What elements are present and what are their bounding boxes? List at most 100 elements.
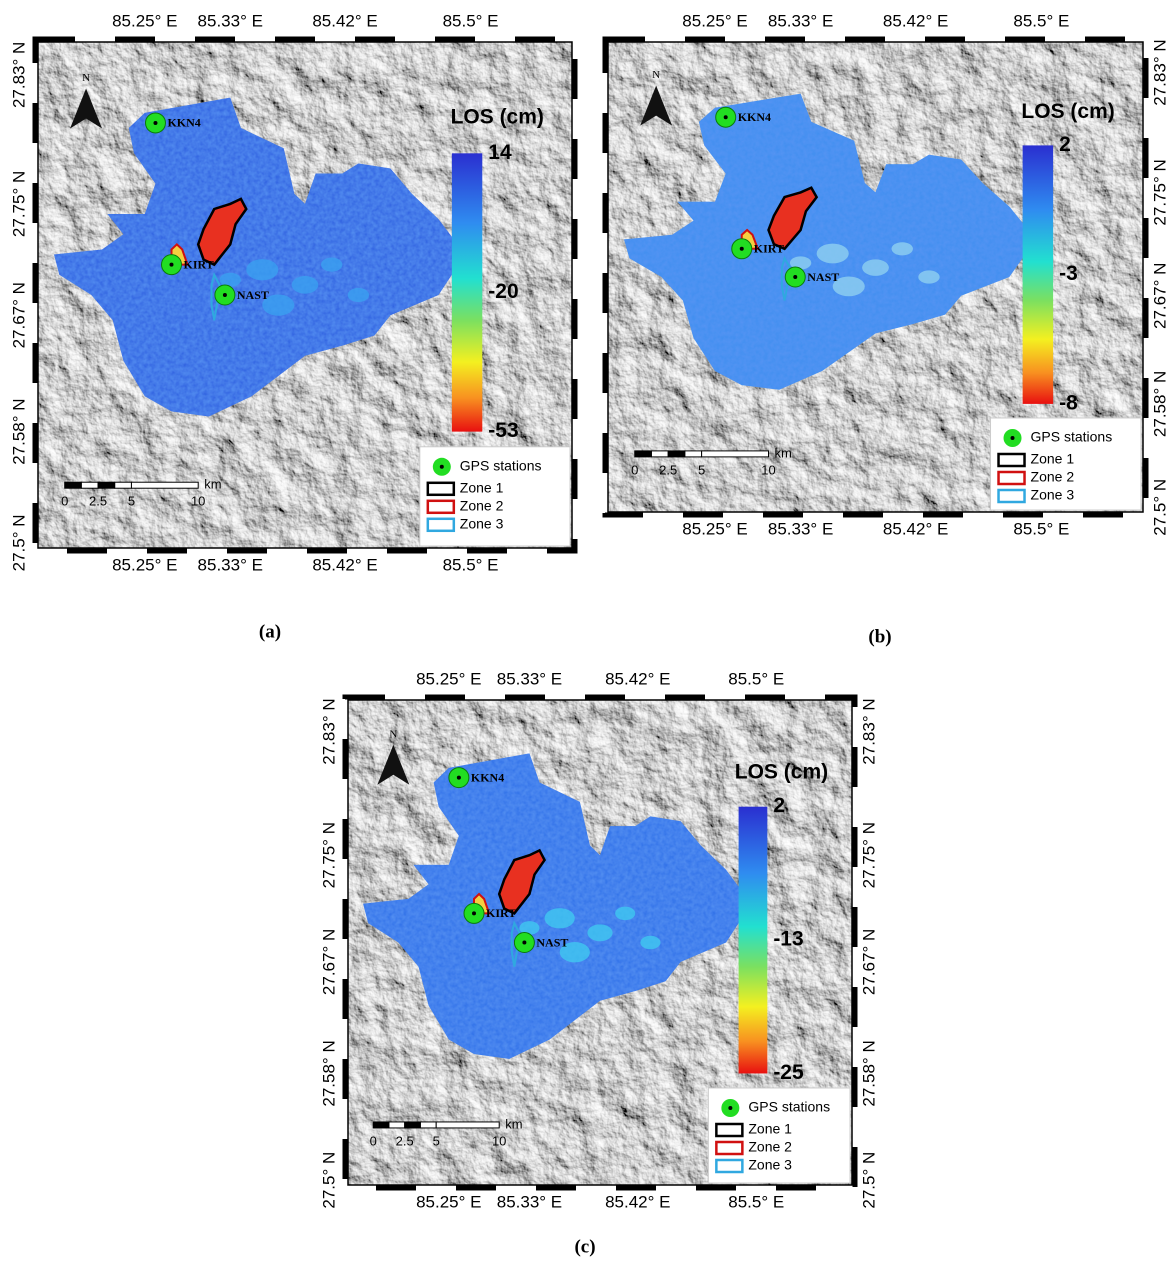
colorbar xyxy=(739,807,768,1074)
lon-label: 85.33° E xyxy=(198,555,263,574)
legend-label: Zone 3 xyxy=(748,1157,792,1173)
lat-label: 27.5° N xyxy=(319,1152,338,1209)
lat-label: 27.75° N xyxy=(319,822,338,888)
station-label: NAST xyxy=(807,270,839,284)
gps-dot xyxy=(740,247,744,251)
station-label: NAST xyxy=(536,935,568,949)
gps-dot xyxy=(457,776,461,780)
north-label: N xyxy=(389,728,397,740)
lon-label: 85.5° E xyxy=(443,11,499,30)
deformation-spot xyxy=(246,259,278,280)
scale-unit: km xyxy=(505,1116,522,1131)
lat-label: 27.58° N xyxy=(9,398,28,464)
scale-bar-segment xyxy=(420,1122,436,1128)
legend-gps-dot xyxy=(1011,436,1015,440)
lon-label: 85.25° E xyxy=(682,11,747,30)
scale-bar-segment xyxy=(373,1122,389,1128)
scale-label: 2.5 xyxy=(396,1133,414,1148)
colorbar-label: -25 xyxy=(773,1061,804,1084)
legend-label: Zone 2 xyxy=(460,498,504,514)
lon-label: 85.25° E xyxy=(416,1192,481,1211)
lat-label: 27.58° N xyxy=(319,1040,338,1106)
scale-label: 10 xyxy=(492,1133,506,1148)
gps-dot xyxy=(170,263,174,267)
legend-label: Zone 1 xyxy=(748,1121,792,1137)
deformation-spot xyxy=(918,270,939,283)
lon-label: 85.25° E xyxy=(112,11,177,30)
lat-label: 27.83° N xyxy=(1150,39,1169,105)
scale-label: 2.5 xyxy=(89,494,107,509)
lon-label: 85.33° E xyxy=(497,1192,562,1211)
lat-label: 27.75° N xyxy=(859,822,878,888)
scale-label: 2.5 xyxy=(659,462,677,477)
legend-label: Zone 2 xyxy=(748,1139,792,1155)
legend-label: GPS stations xyxy=(460,458,542,474)
lon-label: 85.42° E xyxy=(312,555,377,574)
station-label: KKN4 xyxy=(471,770,504,784)
scale-bar-segment xyxy=(115,482,132,488)
colorbar-label: -20 xyxy=(488,280,518,303)
panel-label: (a) xyxy=(259,621,281,642)
lon-label: 85.33° E xyxy=(497,669,562,688)
station-label: NAST xyxy=(237,288,269,302)
lat-label: 27.5° N xyxy=(859,1152,878,1209)
scale-label: 10 xyxy=(761,462,775,477)
lat-label: 27.83° N xyxy=(319,698,338,764)
gps-dot xyxy=(472,911,476,915)
lon-label: 85.33° E xyxy=(768,11,833,30)
scale-label: 0 xyxy=(61,494,68,509)
station-label: KIRT xyxy=(754,242,784,256)
deformation-spot xyxy=(321,258,342,272)
lat-label: 27.58° N xyxy=(1150,371,1169,437)
station-label: KIRT xyxy=(486,906,516,920)
lat-label: 27.67° N xyxy=(1150,263,1169,329)
station-label: KKN4 xyxy=(738,110,771,124)
gps-dot xyxy=(522,941,526,945)
lat-label: 27.58° N xyxy=(859,1040,878,1106)
lon-label: 85.42° E xyxy=(605,669,670,688)
legend-gps-dot xyxy=(728,1106,732,1110)
scale-unit: km xyxy=(204,477,221,492)
gps-dot xyxy=(153,121,157,125)
legend-label: Zone 1 xyxy=(1031,451,1075,467)
panel-label: (c) xyxy=(574,1236,595,1257)
colorbar-label: -13 xyxy=(773,928,803,951)
colorbar-label: -53 xyxy=(488,419,518,442)
colorbar xyxy=(1023,145,1053,404)
lon-label: 85.25° E xyxy=(416,669,481,688)
legend-label: GPS stations xyxy=(1031,429,1113,445)
lon-label: 85.25° E xyxy=(682,519,747,538)
lon-label: 85.42° E xyxy=(312,11,377,30)
colorbar-label: 2 xyxy=(773,794,785,817)
lat-label: 27.67° N xyxy=(859,929,878,995)
lon-label: 85.42° E xyxy=(605,1192,670,1211)
lon-label: 85.5° E xyxy=(1013,519,1069,538)
lat-label: 27.83° N xyxy=(859,698,878,764)
deformation-spot xyxy=(587,924,612,941)
lon-label: 85.5° E xyxy=(728,1192,784,1211)
scale-unit: km xyxy=(775,445,792,460)
gps-dot xyxy=(724,115,728,119)
legend-label: Zone 1 xyxy=(460,480,504,496)
legend-gps-dot xyxy=(440,465,444,469)
figure: 85.25° E 85.25° E 85.33° E 85.33° E 85.42° E… xyxy=(0,0,1175,1276)
colorbar-label: 14 xyxy=(488,141,512,164)
lat-label: 27.67° N xyxy=(319,929,338,995)
colorbar-label: -3 xyxy=(1059,262,1078,285)
deformation-spot xyxy=(615,907,635,921)
scale-bar-segment xyxy=(651,451,668,457)
colorbar xyxy=(452,153,482,431)
gps-dot xyxy=(793,275,797,279)
lat-label: 27.5° N xyxy=(1150,479,1169,536)
lat-label: 27.75° N xyxy=(9,171,28,237)
panel-label: (b) xyxy=(868,626,891,647)
lon-label: 85.42° E xyxy=(883,11,948,30)
scale-bar-segment xyxy=(668,451,685,457)
scale-bar-segment xyxy=(635,451,652,457)
scale-label: 5 xyxy=(128,494,135,509)
lon-label: 85.33° E xyxy=(768,519,833,538)
scale-bar-segment xyxy=(131,482,198,488)
north-label: N xyxy=(652,69,660,81)
station-label: KIRT xyxy=(184,257,214,271)
lon-label: 85.5° E xyxy=(728,669,784,688)
